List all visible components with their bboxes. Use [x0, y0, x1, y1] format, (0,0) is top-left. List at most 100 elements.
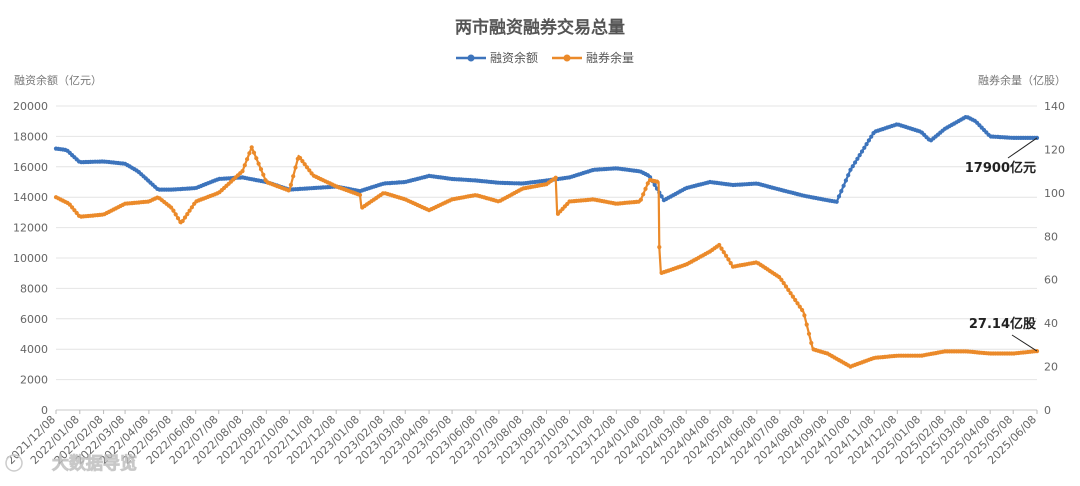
- series-group: [53, 115, 1040, 369]
- series-point-0: [862, 145, 867, 150]
- series-point-1: [641, 192, 646, 197]
- series-point-1: [261, 172, 266, 177]
- series-point-1: [171, 208, 176, 213]
- legend-marker-securities: [563, 54, 571, 62]
- series-point-1: [802, 313, 807, 318]
- series-point-1: [717, 242, 722, 248]
- series-point-1: [254, 156, 259, 161]
- series-point-1: [180, 218, 185, 224]
- series-point-1: [553, 175, 558, 180]
- right-tick-label: 40: [1044, 317, 1058, 330]
- series-point-1: [293, 165, 298, 170]
- legend: 融资余额 融券余量: [456, 50, 634, 65]
- legend-label-financing: 融资余额: [490, 50, 538, 65]
- series-point-1: [251, 150, 257, 155]
- annotation-financing: 17900亿元: [965, 160, 1036, 176]
- series-point-0: [866, 138, 872, 143]
- series-point-1: [70, 205, 75, 210]
- left-tick-label: 10000: [13, 252, 48, 265]
- series-point-0: [859, 149, 865, 154]
- watermark-logo-icon: [5, 454, 23, 472]
- left-tick-label: 2000: [20, 374, 48, 387]
- series-point-0: [848, 167, 853, 172]
- right-tick-label: 60: [1044, 274, 1058, 287]
- series-point-0: [857, 153, 862, 158]
- right-axis-ticks: 0 20 40 60 80 100 120 140: [1044, 100, 1065, 417]
- series-point-0: [846, 173, 851, 178]
- series-point-1: [302, 162, 307, 167]
- series-point-1: [806, 331, 812, 336]
- watermark: 大数据导览: [5, 453, 137, 474]
- series-point-1: [249, 145, 254, 150]
- right-tick-label: 140: [1044, 100, 1065, 113]
- series-point-1: [783, 284, 789, 289]
- series-point-1: [67, 202, 72, 207]
- left-tick-label: 4000: [20, 343, 48, 356]
- series-point-1: [777, 274, 782, 280]
- series-point-1: [800, 307, 805, 313]
- series-point-1: [804, 322, 809, 327]
- series-point-1: [173, 212, 178, 217]
- series-point-0: [659, 194, 664, 199]
- left-tick-label: 8000: [20, 282, 48, 295]
- left-tick-label: 18000: [13, 130, 48, 143]
- series-point-1: [793, 297, 798, 303]
- series-point-1: [726, 257, 731, 262]
- series-point-1: [788, 291, 793, 296]
- left-tick-label: 0: [41, 404, 48, 417]
- left-tick-label: 12000: [13, 222, 48, 235]
- left-tick-label: 14000: [13, 191, 48, 204]
- series-point-1: [300, 159, 305, 164]
- series-point-1: [286, 188, 291, 193]
- series-point-0: [652, 182, 657, 187]
- right-axis-title: 融券余量（亿股）: [978, 73, 1066, 87]
- series-point-0: [836, 194, 842, 199]
- series-point-1: [797, 304, 802, 309]
- series-point-0: [841, 183, 846, 188]
- right-tick-label: 0: [1044, 404, 1051, 417]
- left-tick-label: 20000: [13, 100, 48, 113]
- series-point-1: [175, 216, 181, 221]
- series-point-1: [288, 182, 293, 187]
- left-axis-title: 融资余额（亿元）: [14, 73, 102, 87]
- series-point-1: [169, 205, 174, 210]
- series-point-1: [809, 340, 814, 346]
- legend-marker-financing: [467, 54, 475, 62]
- annotation-leader-financing: [1007, 137, 1038, 159]
- series-point-1: [781, 281, 786, 286]
- annotation-leader-securities: [1011, 334, 1038, 352]
- annotations: 17900亿元 27.14亿股: [965, 137, 1038, 352]
- series-point-0: [834, 199, 839, 204]
- gridlines: [56, 105, 1037, 411]
- series-point-1: [258, 167, 264, 172]
- watermark-text: 大数据导览: [52, 453, 137, 474]
- series-point-1: [795, 301, 800, 306]
- series-point-1: [72, 208, 77, 213]
- series-point-1: [357, 192, 363, 198]
- series-point-1: [256, 161, 261, 166]
- series-point-1: [645, 181, 650, 186]
- series-point-1: [307, 168, 312, 173]
- series-point-0: [839, 189, 844, 194]
- annotation-securities: 27.14亿股: [969, 316, 1036, 332]
- series-point-0: [850, 164, 855, 169]
- series-point-0: [853, 160, 858, 165]
- right-tick-label: 100: [1044, 187, 1065, 200]
- right-tick-label: 20: [1044, 361, 1058, 374]
- series-point-1: [182, 215, 188, 220]
- series-point-1: [724, 253, 729, 258]
- series-point-0: [869, 134, 874, 139]
- series-point-1: [779, 277, 784, 282]
- series-point-1: [638, 197, 644, 202]
- series-point-1: [643, 186, 648, 191]
- series-point-1: [304, 165, 310, 170]
- series-point-1: [657, 245, 662, 250]
- series-point-1: [187, 208, 192, 213]
- series-point-1: [786, 287, 791, 292]
- chart-title: 两市融资融券交易总量: [455, 17, 625, 38]
- series-point-1: [247, 151, 252, 156]
- right-tick-label: 120: [1044, 143, 1065, 156]
- series-point-1: [728, 261, 733, 266]
- left-tick-label: 16000: [13, 161, 48, 174]
